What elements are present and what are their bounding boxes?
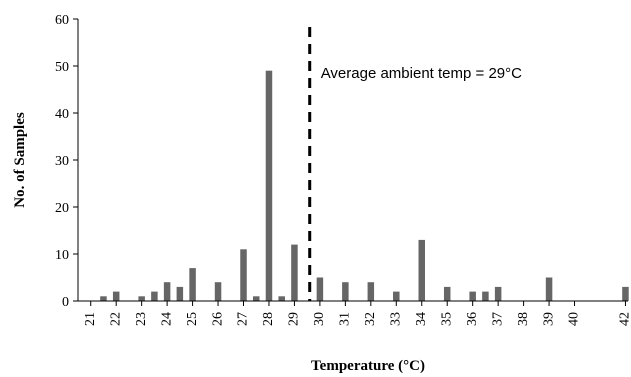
x-tick-label: 39 [541, 312, 556, 326]
y-axis-title: No. of Samples [12, 112, 28, 208]
bars [100, 70, 629, 301]
bar [240, 249, 247, 301]
x-tick-label: 38 [516, 312, 531, 326]
bar [163, 282, 171, 301]
x-tick-label: 26 [210, 312, 225, 326]
bar [342, 282, 349, 301]
x-tick-label: 40 [567, 312, 582, 326]
y-axis-ticks: 0 10 20 30 40 50 60 [55, 13, 78, 310]
x-tick-label: 21 [83, 312, 98, 326]
x-tick-label: 28 [261, 312, 276, 326]
bar [443, 286, 451, 301]
x-tick-label: 22 [108, 312, 123, 326]
y-tick-label: 50 [55, 60, 69, 75]
x-tick-label: 24 [159, 312, 174, 326]
y-tick-label: 10 [55, 248, 69, 263]
bar [214, 282, 222, 301]
x-tick-label: 32 [363, 312, 378, 326]
bar [393, 291, 400, 301]
x-axis-title: Temperature (°C) [311, 358, 425, 374]
y-tick-label: 30 [55, 154, 69, 169]
x-tick-label: 42 [618, 312, 631, 326]
bar [367, 282, 375, 301]
bar [151, 291, 158, 301]
y-tick-label: 0 [62, 295, 69, 310]
bar [494, 286, 502, 301]
bar [252, 296, 260, 301]
bar [278, 296, 285, 301]
x-tick-label: 37 [490, 312, 505, 326]
bar [265, 70, 273, 301]
x-tick-label: 30 [312, 312, 327, 326]
x-tick-label: 29 [287, 312, 302, 326]
x-tick-label: 34 [414, 312, 429, 326]
bar [291, 244, 298, 301]
bar [138, 296, 145, 301]
x-tick-label: 31 [338, 312, 353, 326]
average-ambient-temp-annotation: Average ambient temp = 29°C [321, 65, 522, 82]
bar [100, 296, 107, 301]
bar [469, 291, 476, 301]
y-tick-label: 40 [55, 107, 69, 122]
bar [112, 291, 120, 301]
x-tick-label: 36 [465, 312, 480, 326]
bar [622, 286, 629, 301]
bar [482, 291, 489, 301]
x-tick-label: 35 [439, 312, 454, 326]
x-tick-label: 23 [134, 312, 149, 326]
bar [418, 239, 425, 301]
x-tick-label: 25 [185, 312, 200, 326]
x-tick-label: 27 [236, 312, 251, 326]
bar [316, 277, 324, 301]
y-tick-label: 60 [55, 13, 69, 28]
x-axis-ticks: 21 22 23 24 25 26 27 28 29 30 31 32 33 34 35 36 37 38 39 40… [83, 301, 631, 326]
x-tick-label: 33 [389, 312, 404, 326]
bar [189, 268, 196, 301]
y-tick-label: 20 [55, 201, 69, 216]
bar [545, 277, 553, 301]
bar [176, 286, 184, 301]
